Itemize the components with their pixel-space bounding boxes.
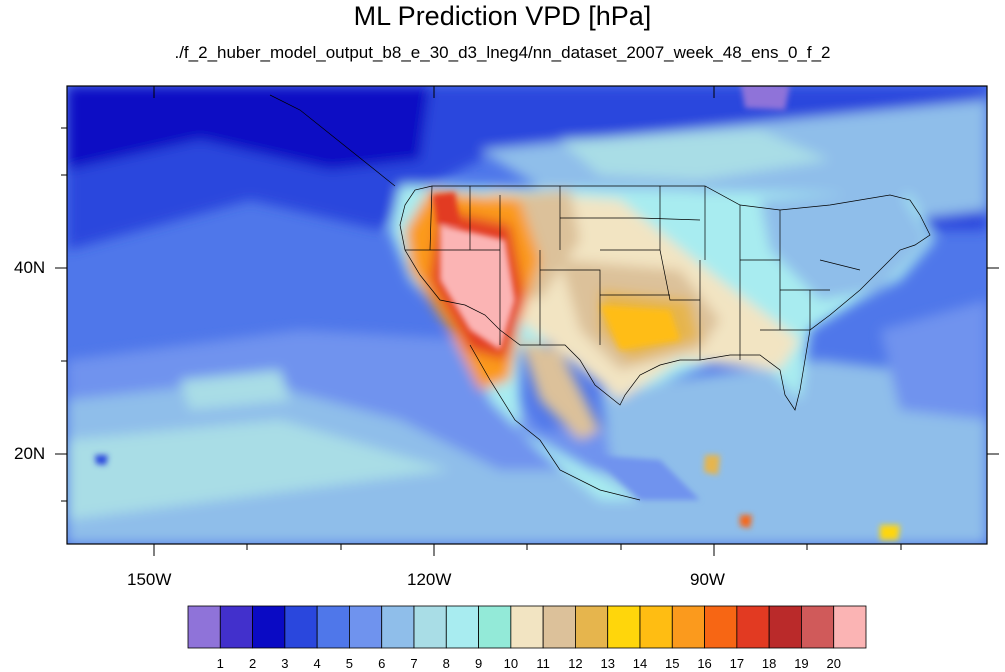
colorbar-label: 20 bbox=[826, 656, 841, 671]
colorbar-swatch bbox=[671, 605, 705, 649]
colorbar-swatch bbox=[639, 605, 673, 649]
lat-tick-label-40n: 40N bbox=[14, 258, 46, 277]
lon-tick-label-150w: 150W bbox=[127, 570, 172, 589]
colorbar-label: 5 bbox=[345, 656, 354, 671]
colorbar-swatch bbox=[607, 605, 641, 649]
colorbar-label: 12 bbox=[568, 656, 583, 671]
colorbar-swatch bbox=[381, 605, 415, 649]
vpd-field bbox=[67, 86, 987, 544]
colorbar-label: 1 bbox=[216, 656, 224, 671]
lon-tick-label-120w: 120W bbox=[407, 570, 452, 589]
colorbar-label: 11 bbox=[536, 656, 550, 671]
axis-ticks bbox=[55, 86, 999, 556]
lat-tick-label-20n: 20N bbox=[14, 444, 46, 463]
colorbar-swatch bbox=[704, 605, 738, 649]
map-title: ML Prediction VPD [hPa] bbox=[353, 1, 652, 31]
colorbar-label: 10 bbox=[503, 656, 519, 671]
colorbar-label: 4 bbox=[313, 656, 321, 671]
colorbar-label: 18 bbox=[761, 656, 777, 671]
colorbar-label: 3 bbox=[281, 656, 289, 671]
map-subtitle: ./f_2_huber_model_output_b8_e_30_d3_lneg… bbox=[174, 43, 831, 62]
colorbar-label: 8 bbox=[442, 656, 450, 671]
colorbar-swatch bbox=[736, 605, 770, 649]
colorbar-swatch bbox=[833, 605, 867, 649]
colorbar-swatch bbox=[801, 605, 835, 649]
colorbar-label: 7 bbox=[410, 656, 418, 671]
colorbar-label: 2 bbox=[248, 656, 257, 671]
colorbar-swatch bbox=[219, 605, 253, 649]
colorbar-label: 17 bbox=[729, 656, 745, 671]
colorbar bbox=[187, 605, 867, 649]
colorbar-label: 9 bbox=[474, 656, 483, 671]
colorbar-swatch bbox=[413, 605, 447, 649]
boundaries bbox=[269, 94, 931, 501]
colorbar-swatch bbox=[284, 605, 318, 649]
colorbar-label: 16 bbox=[697, 656, 712, 671]
colorbar-swatch bbox=[768, 605, 802, 649]
colorbar-swatch bbox=[575, 605, 609, 649]
colorbar-label: 13 bbox=[600, 656, 615, 671]
colorbar-swatch bbox=[252, 605, 286, 649]
colorbar-label: 15 bbox=[665, 656, 680, 671]
colorbar-swatch bbox=[510, 605, 544, 649]
lon-tick-label-90w: 90W bbox=[690, 570, 725, 589]
colorbar-swatch bbox=[542, 605, 576, 649]
colorbar-swatch bbox=[349, 605, 383, 649]
colorbar-swatch bbox=[187, 605, 221, 649]
colorbar-swatch bbox=[316, 605, 350, 649]
colorbar-swatch bbox=[445, 605, 479, 649]
colorbar-label: 6 bbox=[378, 656, 386, 671]
colorbar-label: 14 bbox=[632, 656, 648, 671]
colorbar-label: 19 bbox=[794, 656, 809, 671]
colorbar-swatch bbox=[478, 605, 512, 649]
